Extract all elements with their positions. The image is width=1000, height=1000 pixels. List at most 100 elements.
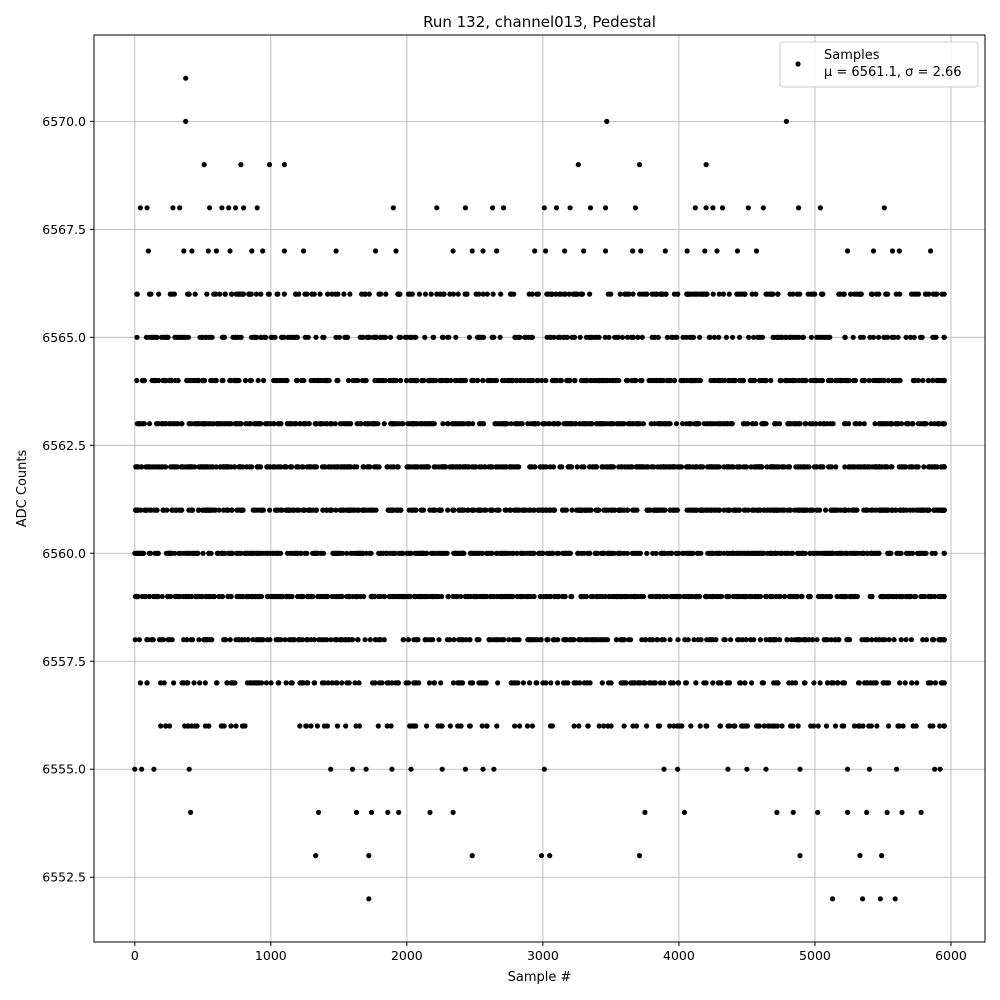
data-point — [477, 593, 483, 600]
data-point — [584, 377, 590, 384]
data-point — [426, 680, 433, 686]
data-point — [817, 680, 823, 686]
data-point — [429, 550, 435, 556]
data-point — [208, 550, 214, 556]
data-point — [606, 334, 612, 340]
data-point — [794, 637, 801, 643]
y-tick-label: 6555.0 — [42, 762, 86, 777]
data-point — [701, 291, 707, 297]
data-point — [723, 421, 729, 427]
data-point — [530, 637, 537, 643]
data-point — [670, 464, 676, 470]
data-point — [413, 507, 419, 513]
data-point — [300, 248, 307, 254]
data-point — [763, 507, 770, 513]
data-point — [899, 507, 905, 513]
data-point — [304, 637, 310, 643]
data-point — [757, 507, 764, 513]
data-point — [932, 680, 939, 686]
data-point — [333, 248, 339, 254]
data-point — [623, 593, 629, 600]
data-point — [561, 291, 567, 297]
data-point — [664, 334, 671, 340]
data-point — [412, 421, 418, 427]
data-point — [693, 507, 699, 513]
data-point — [263, 680, 269, 686]
data-point — [523, 334, 529, 340]
data-point — [607, 421, 613, 427]
data-point — [135, 593, 141, 600]
data-point — [714, 550, 720, 556]
data-point — [373, 248, 379, 254]
data-point — [707, 507, 714, 513]
data-point — [235, 550, 241, 556]
data-point — [587, 291, 593, 297]
data-point — [860, 896, 866, 902]
data-point — [450, 809, 456, 816]
data-point — [667, 637, 673, 643]
data-point — [354, 550, 360, 556]
data-point — [829, 464, 835, 470]
data-point — [599, 377, 606, 384]
data-point — [150, 334, 156, 340]
data-point — [728, 637, 734, 643]
data-point — [137, 205, 143, 211]
data-point — [547, 507, 553, 513]
data-point — [346, 507, 352, 513]
data-point — [396, 809, 402, 816]
data-point — [422, 334, 428, 340]
data-point — [289, 464, 295, 470]
data-point — [443, 464, 449, 470]
data-point — [470, 680, 476, 686]
data-point — [159, 464, 165, 470]
data-point — [462, 766, 468, 772]
data-point — [795, 723, 801, 729]
data-point — [393, 377, 399, 384]
data-point — [278, 637, 284, 643]
data-point — [821, 550, 827, 556]
data-point — [219, 205, 225, 211]
data-point — [245, 593, 251, 600]
data-point — [483, 680, 489, 686]
data-point — [693, 680, 699, 686]
data-point — [352, 680, 358, 686]
data-point — [276, 593, 282, 600]
data-point — [290, 637, 296, 643]
data-point — [211, 291, 217, 297]
data-point — [430, 334, 436, 340]
data-point — [856, 550, 862, 556]
data-point — [721, 464, 727, 470]
data-point — [553, 205, 560, 211]
data-point — [411, 723, 417, 729]
data-point — [293, 421, 299, 427]
data-point — [595, 421, 602, 427]
data-point — [545, 421, 551, 427]
data-point — [630, 680, 636, 686]
data-point — [937, 637, 943, 643]
data-point — [620, 680, 626, 686]
data-point — [479, 334, 485, 340]
data-point — [240, 593, 246, 600]
data-point — [941, 680, 947, 686]
data-point — [941, 334, 947, 340]
data-point — [284, 377, 290, 384]
data-point — [633, 464, 639, 470]
data-point — [303, 421, 309, 427]
data-point — [289, 593, 295, 600]
data-point — [258, 291, 264, 297]
data-point — [637, 291, 643, 297]
data-point — [193, 550, 199, 556]
data-point — [140, 377, 146, 384]
data-point — [292, 291, 299, 297]
data-point — [469, 853, 475, 859]
data-point — [445, 377, 451, 384]
data-point — [556, 593, 562, 600]
data-point — [718, 723, 724, 729]
data-point — [627, 421, 633, 427]
data-point — [385, 809, 391, 816]
data-point — [333, 464, 339, 470]
y-tick-label: 6570.0 — [42, 114, 86, 129]
data-point — [144, 680, 150, 686]
data-point — [172, 334, 178, 340]
data-point — [619, 334, 626, 340]
